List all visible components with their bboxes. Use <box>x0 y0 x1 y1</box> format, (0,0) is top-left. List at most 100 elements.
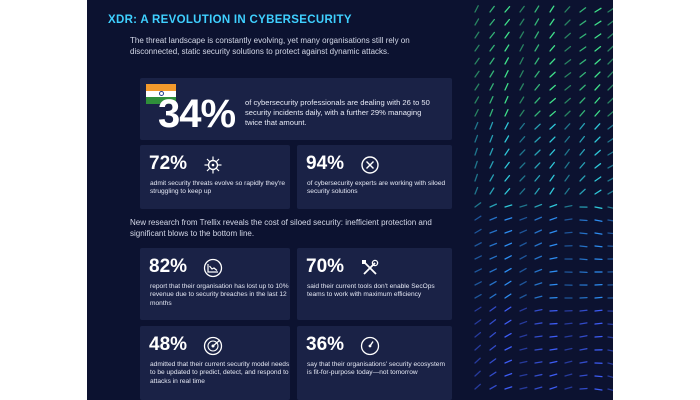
streak-mark <box>564 148 570 156</box>
close-circle-icon <box>361 156 379 174</box>
streak-mark <box>549 58 556 65</box>
streak-mark <box>607 124 613 130</box>
streak-mark <box>549 174 555 182</box>
streak-mark <box>489 134 494 143</box>
streak-mark <box>474 306 482 312</box>
streak-mark <box>564 161 570 169</box>
streak-mark <box>564 97 571 104</box>
streak-mark <box>594 245 603 248</box>
streak-mark <box>474 215 482 221</box>
stat-text: report that their organisation has lost … <box>150 283 289 307</box>
streak-mark <box>549 187 555 195</box>
streak-mark <box>489 203 498 208</box>
streak-mark <box>489 70 495 78</box>
streak-mark <box>594 322 603 325</box>
streak-mark <box>549 386 558 390</box>
streak-mark <box>579 46 587 52</box>
stat-percent: 48% <box>149 334 188 355</box>
streak-mark <box>489 161 494 169</box>
streak-mark <box>474 202 482 208</box>
streak-mark <box>489 384 497 390</box>
streak-mark <box>607 349 613 352</box>
streak-mark <box>579 97 586 104</box>
streak-mark <box>594 176 602 182</box>
streak-mark <box>594 123 601 130</box>
streak-mark <box>504 359 513 364</box>
streak-mark <box>519 188 526 195</box>
streak-mark <box>504 372 513 377</box>
streak-mark <box>519 70 524 78</box>
streak-mark <box>519 294 527 299</box>
page-title: XDR: A REVOLUTION IN CYBERSECURITY <box>108 14 352 26</box>
stat-card: 48% admitted that their current security… <box>140 326 290 400</box>
streak-mark <box>607 206 613 209</box>
streak-mark <box>607 177 613 182</box>
streak-mark <box>504 18 511 26</box>
streak-mark <box>489 242 498 247</box>
streak-mark <box>489 306 497 312</box>
streak-mark <box>504 31 510 39</box>
stat-text: admitted that their current security mod… <box>150 361 290 385</box>
streak-mark <box>549 373 558 377</box>
streak-mark <box>489 229 498 234</box>
streak-mark <box>594 335 603 338</box>
stat-card: 94% of cybersecurity experts are working… <box>297 145 452 209</box>
stat-card: 36% say that their organisations' securi… <box>297 326 452 400</box>
streak-mark <box>474 173 478 182</box>
streak-mark <box>489 83 494 91</box>
streak-mark <box>564 174 570 182</box>
streak-mark <box>504 174 511 182</box>
streak-mark <box>564 218 573 221</box>
streak-mark <box>579 374 588 377</box>
streak-mark <box>579 84 586 91</box>
streak-mark <box>519 175 526 182</box>
streak-mark <box>579 245 588 248</box>
streak-mark <box>519 18 525 26</box>
streak-mark <box>504 188 511 195</box>
streak-mark <box>549 31 555 39</box>
streak-mark <box>534 162 541 169</box>
streak-mark <box>607 110 613 117</box>
streak-mark <box>474 331 482 338</box>
streak-mark <box>579 258 588 261</box>
streak-mark <box>607 323 613 326</box>
streak-mark <box>474 109 479 117</box>
stat-card: 72% admit security threats evolve so rap… <box>140 145 290 209</box>
streak-mark <box>489 255 498 260</box>
streak-mark <box>564 84 572 91</box>
streak-mark <box>474 281 482 286</box>
streak-mark <box>534 335 543 338</box>
highlight-text: of cybersecurity professionals are deali… <box>245 98 430 127</box>
streak-mark <box>534 373 543 377</box>
stat-text: say that their organisations' security e… <box>307 361 445 377</box>
streak-mark <box>607 137 613 143</box>
streak-mark <box>594 296 603 299</box>
streak-mark <box>579 148 586 156</box>
streak-mark <box>564 204 573 208</box>
streak-mark <box>594 309 603 312</box>
streak-mark <box>534 31 540 39</box>
streak-mark <box>489 358 497 364</box>
stat-percent: 94% <box>306 153 345 174</box>
streak-mark <box>489 31 495 39</box>
streak-mark <box>534 361 543 364</box>
streak-mark <box>549 110 556 117</box>
streak-mark <box>489 319 497 325</box>
streak-mark <box>489 44 495 52</box>
streak-mark <box>489 371 497 377</box>
streak-mark <box>579 20 587 26</box>
streak-mark <box>594 71 601 78</box>
streak-mark <box>564 335 573 338</box>
streak-mark <box>474 186 479 195</box>
streak-mark <box>607 71 613 78</box>
streak-mark <box>504 57 510 65</box>
streak-mark <box>564 231 573 234</box>
streak-mark <box>534 44 540 52</box>
streak-mark <box>534 110 541 117</box>
streak-mark <box>519 360 528 364</box>
streak-mark <box>474 5 479 13</box>
stat-card: 70% said their current tools don't enabl… <box>297 248 452 320</box>
streak-mark <box>504 386 513 390</box>
streak-mark <box>579 309 588 312</box>
streak-mark <box>579 232 588 235</box>
